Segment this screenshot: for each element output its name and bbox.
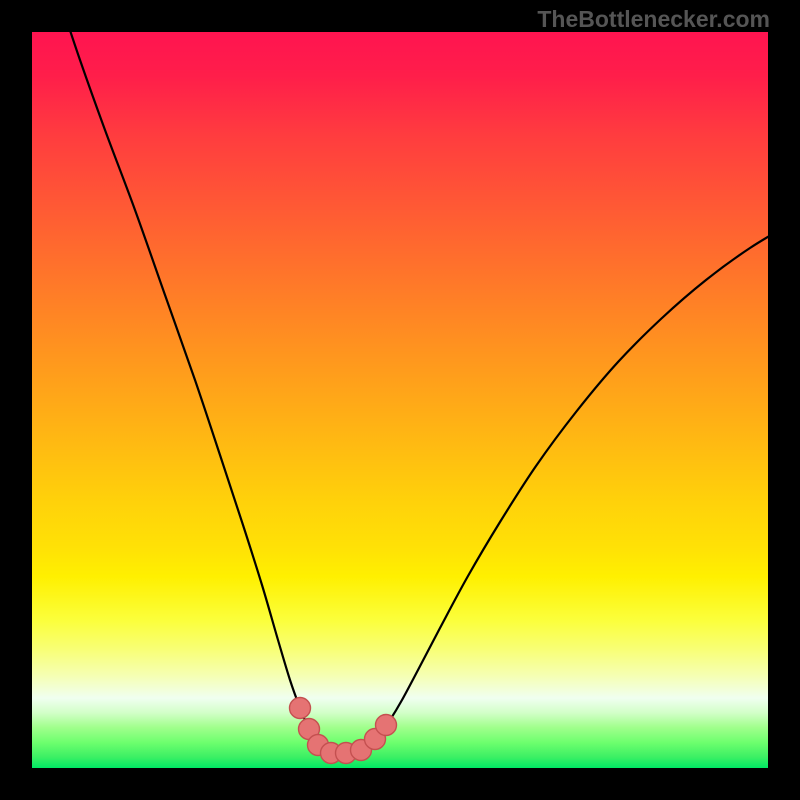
curve-marker — [290, 698, 311, 719]
bottleneck-curve — [60, 0, 800, 753]
chart-container: TheBottlenecker.com — [0, 0, 800, 800]
chart-svg — [0, 0, 800, 800]
watermark-text: TheBottlenecker.com — [537, 6, 770, 33]
curve-marker — [376, 715, 397, 736]
